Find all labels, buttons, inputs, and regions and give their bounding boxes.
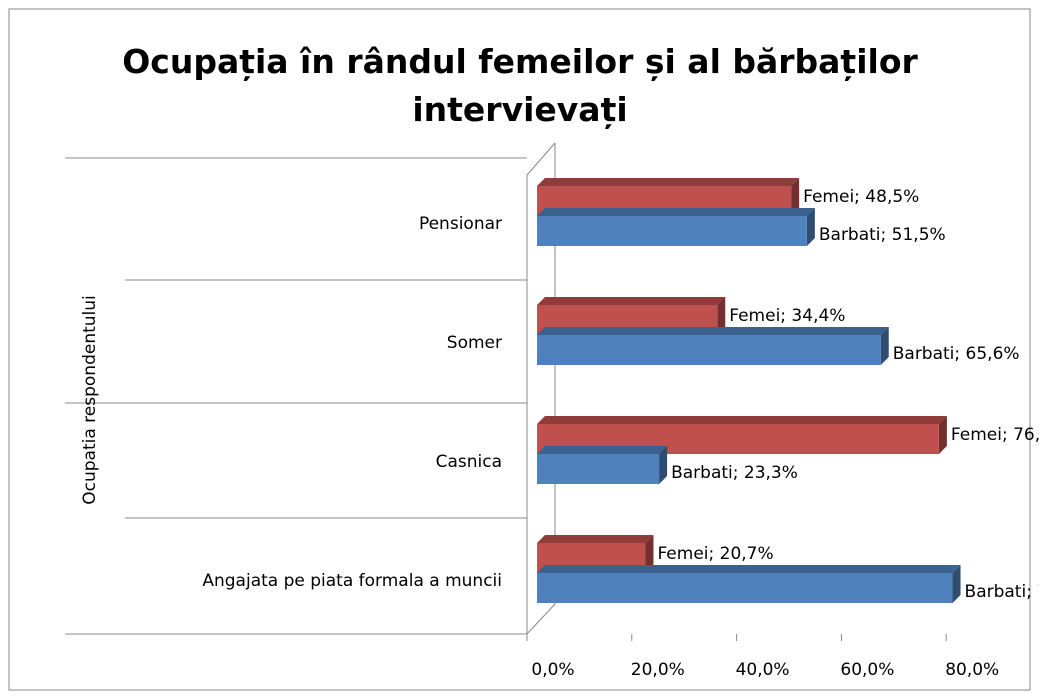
- data-label: Barbati; 51,5%: [819, 225, 946, 245]
- bar-top: [537, 535, 654, 543]
- bar-side: [938, 416, 947, 454]
- bar: [537, 335, 881, 365]
- bar-top: [537, 565, 961, 573]
- y-axis-label: Ocupatia respondentului: [80, 295, 100, 505]
- data-label: Femei; 34,4%: [729, 306, 845, 326]
- bar: [537, 454, 660, 484]
- data-label: Barbati; 79,3%: [965, 582, 1039, 602]
- y-tick-label: Pensionar: [419, 214, 502, 234]
- x-tick-label: 20,0%: [631, 660, 685, 680]
- chart-title: Ocupația în rândul femeilor și al bărbaț…: [122, 42, 918, 129]
- y-tick-label: Angajata pe piata formala a muncii: [202, 571, 502, 591]
- x-tick-label: 80,0%: [945, 660, 999, 680]
- data-label: Femei; 48,5%: [803, 187, 919, 207]
- axis-frame: [65, 142, 556, 635]
- bar-top: [537, 416, 947, 424]
- bar-top: [537, 327, 889, 335]
- bar-top: [537, 208, 815, 216]
- bar-side: [806, 208, 815, 246]
- bar-side: [717, 297, 726, 335]
- bar-top: [537, 297, 726, 305]
- y-tick-label: Casnica: [436, 452, 502, 472]
- bar-side: [880, 327, 889, 365]
- bar-side: [952, 565, 961, 603]
- data-label: Femei; 20,7%: [657, 544, 773, 564]
- x-tick-label: 0,0%: [531, 660, 574, 680]
- bar-side: [645, 535, 654, 573]
- data-label: Femei; 76,7%: [951, 425, 1039, 445]
- data-label: Barbati; 23,3%: [671, 463, 798, 483]
- bar-side: [659, 446, 668, 484]
- axis-depth: [526, 603, 556, 635]
- y-tick-label: Somer: [447, 333, 502, 353]
- data-label: Barbati; 65,6%: [893, 344, 1020, 364]
- bar: [537, 216, 807, 246]
- bar-top: [537, 178, 800, 186]
- x-tick-label: 40,0%: [736, 660, 790, 680]
- axis-depth: [526, 142, 556, 176]
- x-tick-label: 60,0%: [840, 660, 894, 680]
- bar: [537, 573, 953, 603]
- bar-side: [791, 178, 800, 216]
- bar-top: [537, 446, 668, 454]
